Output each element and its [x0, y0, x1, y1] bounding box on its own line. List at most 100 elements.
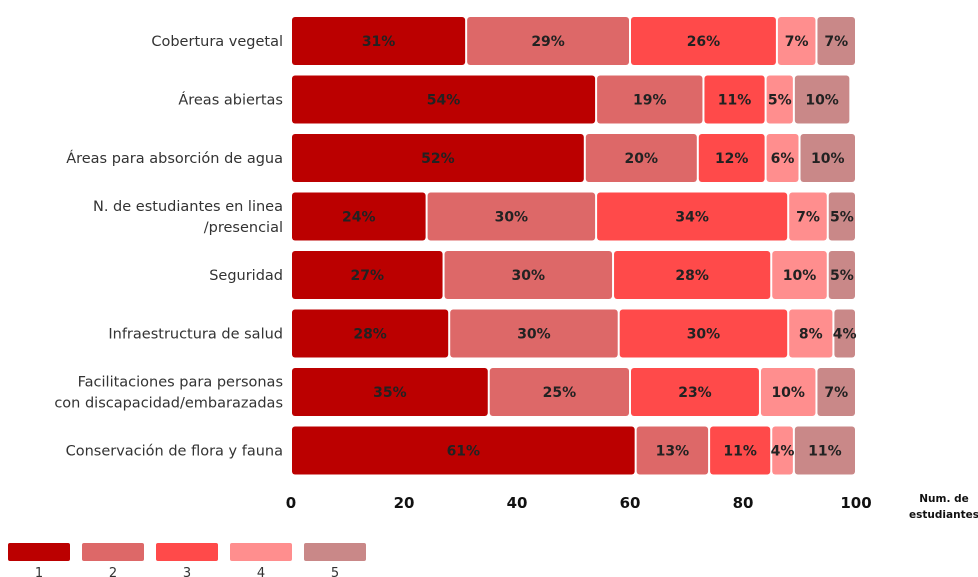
- x-tick-label: 100: [840, 494, 871, 512]
- bar-value-label: 11%: [808, 444, 842, 460]
- bar-segment: [292, 309, 449, 358]
- bar-value-label: 7%: [796, 210, 820, 226]
- bar-value-label: 10%: [771, 385, 805, 401]
- bar-value-label: 4%: [771, 444, 795, 460]
- bar-segment: [817, 17, 855, 65]
- category-label: Facilitaciones para personas: [78, 375, 283, 391]
- category-label: Seguridad: [209, 268, 283, 284]
- category-label: Áreas para absorción de agua: [66, 150, 283, 167]
- bar-value-label: 28%: [353, 327, 387, 343]
- bar-segment: [828, 251, 855, 299]
- legend-label: 5: [331, 566, 339, 577]
- bars-group: 31% 29% 26% 7% 7% 54% 19% 11% 5% 10% 52% 20% 12% 6% 10…: [292, 17, 857, 475]
- bar-value-label: 34%: [675, 210, 709, 226]
- bar-value-label: 30%: [687, 327, 721, 343]
- bar-segment: [444, 251, 613, 299]
- bar-value-label: 10%: [805, 93, 839, 109]
- bar-segment: [828, 192, 855, 241]
- bar-segment: [766, 134, 799, 182]
- bar-value-label: 6%: [771, 151, 795, 167]
- bar-value-label: 26%: [687, 34, 721, 50]
- bar-segment: [292, 17, 466, 65]
- bar-value-label: 31%: [362, 34, 396, 50]
- bar-value-label: 23%: [678, 385, 712, 401]
- bar-value-label: 54%: [427, 93, 461, 109]
- bar-segment: [766, 75, 793, 124]
- bar-value-label: 10%: [811, 151, 845, 167]
- legend-swatch: [156, 543, 218, 561]
- bar-segment: [450, 309, 618, 358]
- bar-segment: [585, 134, 697, 182]
- bar-value-label: 10%: [783, 268, 817, 284]
- bar-segment: [704, 75, 765, 124]
- bar-segment: [760, 368, 816, 416]
- bar-segment: [597, 75, 703, 124]
- category-label: N. de estudiantes en linea: [93, 199, 283, 215]
- bar-value-label: 35%: [373, 385, 407, 401]
- bar-value-label: 13%: [656, 444, 690, 460]
- x-axis-title: estudiantes: [909, 509, 978, 521]
- category-label: con discapacidad/embarazadas: [54, 396, 283, 412]
- bar-value-label: 30%: [517, 327, 551, 343]
- bar-segment: [698, 134, 765, 182]
- legend-label: 4: [257, 566, 265, 577]
- legend-swatch: [230, 543, 292, 561]
- bar-segment: [292, 134, 584, 182]
- bar-segment: [800, 134, 855, 182]
- bar-value-label: 30%: [495, 210, 529, 226]
- bar-segment: [597, 192, 788, 241]
- bar-segment: [631, 17, 776, 65]
- legend-label: 2: [109, 566, 117, 577]
- bar-segment: [636, 426, 709, 475]
- x-tick-label: 40: [507, 494, 528, 512]
- bar-segment: [834, 309, 855, 358]
- bar-segment: [427, 192, 596, 241]
- legend: 1 2 3 4 5: [8, 543, 366, 577]
- bar-value-label: 25%: [543, 385, 577, 401]
- bar-value-label: 12%: [715, 151, 749, 167]
- x-tick-label: 80: [733, 494, 754, 512]
- bar-segment: [292, 426, 635, 475]
- bar-segment: [772, 426, 793, 475]
- bar-segment: [631, 368, 759, 416]
- x-tick-label: 60: [620, 494, 641, 512]
- legend-label: 3: [183, 566, 191, 577]
- bar-value-label: 4%: [833, 327, 857, 343]
- category-label: Áreas abiertas: [178, 92, 283, 109]
- bar-segment: [789, 192, 827, 241]
- bar-value-label: 5%: [830, 268, 854, 284]
- bar-value-label: 7%: [824, 34, 848, 50]
- bar-segment: [467, 17, 629, 65]
- category-labels: Cobertura vegetal Áreas abiertas Áreas par…: [54, 34, 283, 460]
- bar-value-label: 29%: [531, 34, 565, 50]
- bar-value-label: 52%: [421, 151, 455, 167]
- bar-value-label: 19%: [633, 93, 667, 109]
- legend-label: 1: [35, 566, 43, 577]
- bar-segment: [292, 251, 443, 299]
- bar-value-label: 27%: [351, 268, 385, 284]
- bar-segment: [292, 192, 426, 241]
- x-axis-title: Num. de: [919, 493, 969, 505]
- bar-segment: [619, 309, 788, 358]
- bar-value-label: 11%: [723, 444, 757, 460]
- bar-value-label: 5%: [830, 210, 854, 226]
- bar-segment: [292, 75, 596, 124]
- bar-value-label: 28%: [675, 268, 709, 284]
- legend-swatch: [82, 543, 144, 561]
- bar-segment: [710, 426, 771, 475]
- bar-segment: [292, 368, 488, 416]
- x-tick-label: 20: [394, 494, 415, 512]
- bar-value-label: 30%: [512, 268, 546, 284]
- bar-segment: [489, 368, 629, 416]
- bar-segment: [777, 17, 816, 65]
- bar-segment: [772, 251, 827, 299]
- bar-segment: [614, 251, 771, 299]
- bar-value-label: 7%: [824, 385, 848, 401]
- bar-value-label: 7%: [785, 34, 809, 50]
- legend-swatch: [8, 543, 70, 561]
- bar-value-label: 24%: [342, 210, 376, 226]
- bar-value-label: 11%: [718, 93, 752, 109]
- category-label: Infraestructura de salud: [108, 327, 283, 343]
- bar-value-label: 5%: [768, 93, 792, 109]
